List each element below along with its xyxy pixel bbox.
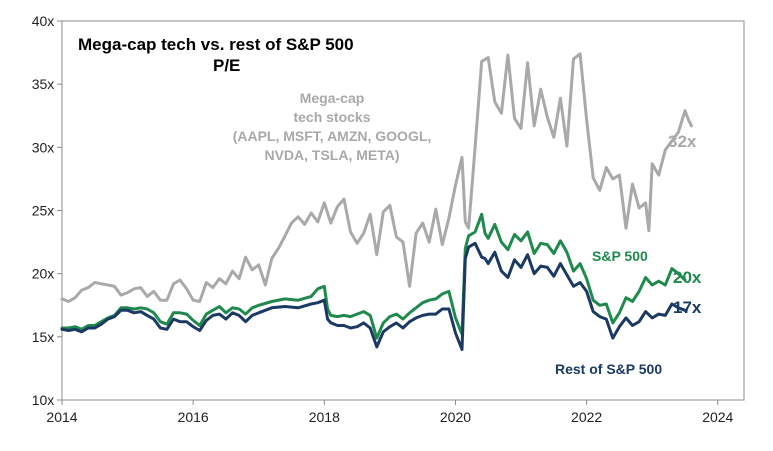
mega-cap-tech-line [60,52,693,303]
chart-title: Mega-cap tech vs. rest of S&P 500 [78,35,354,54]
y-tick-label: 15x [32,329,55,345]
mega-cap-end-label: 32x [668,132,697,151]
sp500-line [60,212,687,340]
mega-cap-annotation-line: Mega-cap [300,90,365,106]
mega-cap-annotation-line: tech stocks [293,109,370,125]
x-tick-label: 2020 [440,409,471,425]
rest-of-sp500-end-label: 17x [673,298,702,317]
y-tick-label: 35x [32,76,55,92]
rest-of-sp500-line [60,241,687,351]
mega-cap-annotation: Mega-cap tech stocks (AAPL, MSFT, AMZN, … [233,90,432,163]
axes: 10x 15x 20x 25x 30x 35x 40x 2014 2016 2018 2020 202… [32,13,745,425]
mega-cap-annotation-line: (AAPL, MSFT, AMZN, GOOGL, [233,128,432,144]
y-tick-label: 25x [32,203,55,219]
chart-subtitle: P/E [213,56,240,75]
x-tick-label: 2022 [571,409,602,425]
y-tick-label: 30x [32,139,55,155]
x-tick-label: 2024 [702,409,733,425]
y-tick-label: 40x [32,13,55,29]
plot-frame [61,20,745,401]
x-tick-label: 2018 [309,409,340,425]
y-tick-label: 10x [32,392,55,408]
x-tick-label: 2016 [178,409,209,425]
mega-cap-annotation-line: NVDA, TSLA, META) [264,147,399,163]
series-layer [60,52,693,351]
x-tick-label: 2014 [46,409,77,425]
sp500-series-label: S&P 500 [592,248,648,264]
rest-of-sp500-series-label: Rest of S&P 500 [555,361,662,377]
sp500-end-label: 20x [673,268,702,287]
y-tick-label: 20x [32,266,55,282]
